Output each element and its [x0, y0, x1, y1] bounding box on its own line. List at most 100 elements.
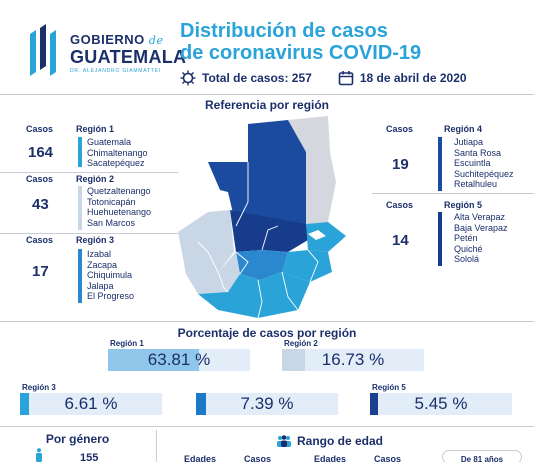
report-date: 18 de abril de 2020 — [359, 71, 467, 85]
department-item: Baja Verapaz — [454, 222, 508, 233]
department-item: Jalapa — [87, 280, 114, 291]
age-col-edades-2: Edades — [314, 454, 347, 462]
department-item: Jutiapa — [454, 137, 484, 147]
department-item: Alta Verapaz — [454, 212, 506, 222]
map-peten-east — [288, 116, 336, 224]
logo-president-text: DR. ALEJANDRO GIAMMATTEI — [70, 68, 162, 74]
virus-icon — [180, 70, 196, 86]
percent-fill — [108, 349, 199, 371]
map-southwest — [186, 252, 240, 294]
age-note-badge: De 81 años — [442, 450, 522, 462]
divider — [372, 193, 534, 194]
percent-region-5: Región 5 5.45 % — [370, 383, 512, 417]
percent-value: 7.39 % — [240, 394, 294, 413]
department-item: Quetzaltenango — [87, 186, 151, 196]
divider — [156, 430, 157, 462]
region-4-color-bar — [438, 137, 442, 191]
map-peten-west — [208, 120, 306, 226]
section-title-edad: Rango de edad — [276, 434, 383, 448]
department-item: Chiquimula — [87, 270, 133, 280]
department-item: Izabal — [87, 249, 112, 259]
region-3-label: Región 3 — [76, 235, 115, 245]
map-huehuetenango — [178, 210, 234, 274]
region-3-color-bar — [78, 249, 82, 303]
region-3-departments: Izabal Zacapa Chiquimula Jalapa El Progr… — [87, 249, 134, 302]
percent-fill — [282, 349, 305, 371]
percent-value: 63.81 % — [147, 350, 211, 369]
casos-label: Casos — [26, 235, 54, 245]
department-item: Retalhuleu — [454, 179, 498, 189]
summary-row: Total de casos: 257 18 de abril de 2020 — [180, 68, 467, 88]
region-4-departments: Jutiapa Santa Rosa Escuintla Suchitepéqu… — [454, 137, 514, 190]
percent-value: 6.61 % — [64, 394, 118, 413]
age-col-casos-1: Casos — [244, 454, 272, 462]
region-1-departments: Guatemala Chimaltenango Sacatepéquez — [87, 137, 148, 169]
casos-label: Casos — [386, 124, 414, 134]
logo-guatemala-text: GUATEMALA — [70, 47, 187, 67]
region-5-departments: Alta Verapaz Baja Verapaz Petén Quiché S… — [454, 212, 508, 265]
pillars-logo-icon — [30, 24, 56, 76]
logo-gobierno-text: GOBIERNO de — [70, 32, 164, 47]
percent-value: 5.45 % — [414, 394, 468, 413]
casos-label: Casos — [386, 200, 414, 210]
percent-bar: 6.61 % — [20, 393, 162, 415]
male-person-icon — [36, 448, 42, 462]
department-item: Totonicapán — [87, 196, 136, 207]
map-quiche-verapaz — [230, 210, 308, 252]
title-line-1: Distribución de casos — [180, 20, 388, 42]
casos-label: Casos — [26, 174, 54, 184]
map-izabal-lake — [308, 230, 326, 240]
divider — [0, 426, 534, 427]
casos-label: Casos — [26, 124, 54, 134]
map-department-borders — [197, 162, 319, 319]
percent-bar: 5.45 % — [370, 393, 512, 415]
region-5-color-bar — [438, 212, 442, 266]
percent-value: 16.73 % — [321, 350, 385, 369]
region-2-departments: Quetzaltenango Totonicapán Huehuetenango… — [87, 186, 151, 228]
region-5-label: Región 5 — [444, 200, 483, 210]
department-item: Petén — [454, 233, 478, 243]
percent-bar: 63.81 % — [108, 349, 250, 371]
department-item: Zacapa — [87, 259, 118, 270]
people-group-icon — [277, 435, 291, 447]
percent-fill — [370, 393, 378, 415]
department-item: Suchitepéquez — [454, 168, 514, 179]
divider — [0, 172, 178, 173]
region-1-casos: 164 — [28, 144, 54, 161]
age-col-casos-2: Casos — [374, 454, 402, 462]
total-cases-text: Total de casos: 257 — [202, 71, 312, 85]
percent-label: Región 1 — [110, 339, 144, 348]
region-2-color-bar — [78, 186, 82, 230]
age-col-edades-1: Edades — [184, 454, 217, 462]
region-4-block: Casos 19 Región 4 Jutiapa Santa Rosa Esc… — [380, 120, 530, 192]
department-item: Quiché — [454, 243, 483, 254]
department-item: Huehuetenango — [87, 207, 152, 217]
department-item: San Marcos — [87, 217, 136, 228]
region-5-block: Casos 14 Región 5 Alta Verapaz Baja Vera… — [380, 196, 530, 272]
percent-label: Región 2 — [284, 339, 318, 348]
region-4-label: Región 4 — [444, 124, 483, 134]
section-title-genero: Por género — [45, 432, 110, 446]
divider — [0, 233, 178, 234]
percent-label: Región 3 — [22, 383, 56, 392]
page-title: Distribución de casos de coronavirus COV… — [180, 20, 520, 64]
calendar-icon — [338, 71, 354, 86]
department-item: Guatemala — [87, 137, 132, 147]
government-logo: GOBIERNO de GUATEMALA DR. ALEJANDRO GIAM… — [28, 20, 186, 80]
percent-bar: 16.73 % — [282, 349, 424, 371]
department-item: Sololá — [454, 254, 480, 264]
region-1-color-bar — [78, 137, 82, 167]
map-zacapa-chiquimula — [282, 250, 332, 282]
department-item: Chimaltenango — [87, 147, 148, 158]
percent-region-1: Región 1 63.81 % — [108, 339, 250, 373]
male-count: 155 — [80, 452, 99, 462]
region-1-block: Casos 164 Región 1 Guatemala Chimaltenan… — [0, 120, 180, 170]
percent-fill — [196, 393, 207, 415]
department-item: El Progreso — [87, 291, 135, 301]
percent-region-4: 7.39 % — [196, 383, 338, 417]
section-title-porcentaje: Porcentaje de casos por región — [177, 326, 357, 340]
region-3-casos: 17 — [32, 263, 49, 280]
department-item: Sacatepéquez — [87, 158, 145, 168]
percent-region-2: Región 2 16.73 % — [282, 339, 424, 373]
map-central — [236, 250, 288, 280]
